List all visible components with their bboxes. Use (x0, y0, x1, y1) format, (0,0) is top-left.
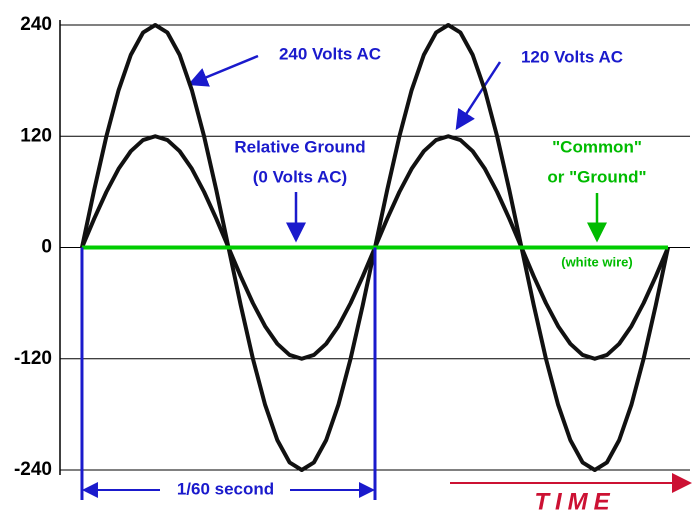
annotation: 120 Volts AC (521, 47, 623, 66)
arrow (455, 61, 502, 131)
y-tick-label: 240 (20, 14, 52, 35)
x-axis-label: TIME (534, 488, 615, 515)
annotation: (white wire) (561, 254, 633, 269)
annotation: "Common" (552, 137, 642, 156)
annotation: or "Ground" (547, 167, 646, 186)
y-tick-label: -240 (14, 459, 52, 480)
annotation: 240 Volts AC (279, 44, 381, 63)
annotation: (0 Volts AC) (253, 167, 347, 186)
arrow (187, 54, 259, 87)
y-tick-label: 0 (41, 237, 52, 258)
annotation: Relative Ground (234, 137, 365, 156)
span-label: 1/60 second (177, 479, 274, 498)
annotation-arrows (187, 54, 692, 493)
y-tick-label: -120 (14, 348, 52, 369)
y-tick-label: 120 (20, 125, 52, 146)
